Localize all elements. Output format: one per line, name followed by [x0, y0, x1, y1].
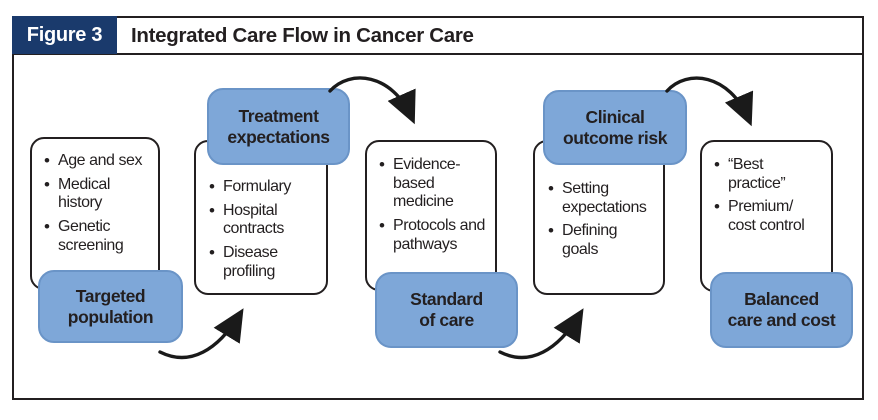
bullet-item: Defining goals [547, 221, 659, 259]
bullet-list: “Best practice” Premium/ cost control [713, 155, 828, 236]
bullet-item: Age and sex [43, 151, 154, 171]
stage-label-standard-of-care: Standard of care [375, 272, 518, 348]
bullet-item: Setting expectations [547, 179, 659, 217]
bullet-list: Evidence- based medicine Protocols and p… [378, 155, 493, 255]
stage-card-balanced-care-and-cost: “Best practice” Premium/ cost control [700, 140, 833, 292]
bullet-item: Formulary [208, 177, 322, 197]
bullet-item: Medical history [43, 175, 154, 213]
bullet-item: Genetic screening [43, 217, 154, 255]
stage-card-targeted-population: Age and sex Medical history Genetic scre… [30, 137, 160, 290]
header-separator-line [12, 53, 864, 55]
stage-label-treatment-expectations: Treatment expectations [207, 88, 350, 165]
figure-title: Integrated Care Flow in Cancer Care [131, 24, 474, 47]
bullet-item: Disease profiling [208, 243, 322, 281]
bullet-item: Hospital contracts [208, 201, 322, 239]
bullet-list: Setting expectations Defining goals [547, 179, 659, 260]
stage-card-standard-of-care: Evidence- based medicine Protocols and p… [365, 140, 497, 291]
bullet-item: Evidence- based medicine [378, 155, 493, 212]
bullet-item: Protocols and pathways [378, 216, 493, 254]
bullet-list: Age and sex Medical history Genetic scre… [43, 151, 154, 256]
figure-number-tag: Figure 3 [12, 16, 117, 54]
bullet-item: “Best practice” [713, 155, 828, 193]
bullet-item: Premium/ cost control [713, 197, 828, 235]
stage-label-clinical-outcome-risk: Clinical outcome risk [543, 90, 687, 165]
stage-card-clinical-outcome-risk: Setting expectations Defining goals [533, 140, 665, 295]
bullet-list: Formulary Hospital contracts Disease pro… [208, 177, 322, 282]
stage-label-targeted-population: Targeted population [38, 270, 183, 343]
stage-label-balanced-care-and-cost: Balanced care and cost [710, 272, 853, 348]
figure-frame [12, 16, 864, 400]
stage-card-treatment-expectations: Formulary Hospital contracts Disease pro… [194, 140, 328, 295]
